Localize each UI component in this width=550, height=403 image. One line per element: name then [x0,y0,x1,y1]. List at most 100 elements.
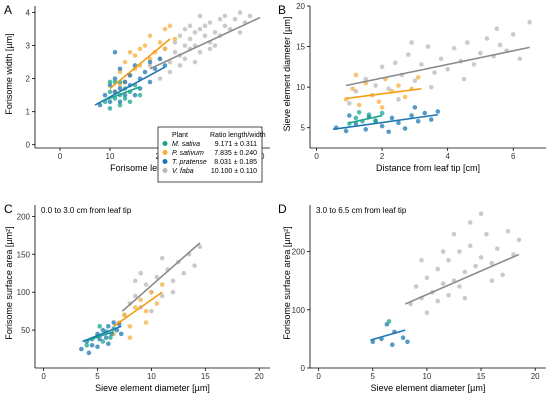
point-v-faba [222,23,228,29]
legend: Plant Ratio length/width M. sativa 9.171 … [157,126,266,183]
point-v-faba [424,275,430,281]
point-p-sativum [132,305,138,310]
y-tick-label: 0 [301,364,306,373]
point-p-sativum [143,320,149,325]
point-m-sativa [379,110,385,116]
point-t-pratense [112,49,118,55]
point-t-pratense [86,350,92,356]
panel-c: C 0.0 to 3.0 cm from leaf tip 0 5 10 15 20 50 10… [4,202,270,393]
point-v-faba [500,272,505,278]
point-v-faba [396,97,401,102]
legend-marker-p-sativum [162,150,168,155]
fit-line-m-sativa [349,114,383,124]
panel-b: B 0 2 4 6 5 10 15 20 Distance from leaf tip [cm] S… [278,2,546,173]
point-t-pratense [95,344,100,350]
point-m-sativa [84,342,90,348]
point-v-faba [446,258,451,263]
y-tick-label: 200 [17,212,31,221]
point-v-faba [170,289,176,295]
fit-line-t-pratense [82,325,122,343]
fit-line-t-pratense [332,113,438,131]
point-v-faba [473,263,478,269]
legend-box [157,126,263,183]
point-v-faba [222,13,228,19]
point-v-faba [182,56,188,62]
fit-line-p-sativum [345,87,422,100]
point-t-pratense [132,92,138,98]
point-p-sativum [122,59,128,65]
legend-marker-t-pratense [162,159,168,164]
point-t-pratense [103,335,109,340]
point-v-faba [505,228,511,234]
point-v-faba [440,249,446,254]
point-v-faba [192,30,198,35]
point-t-pratense [117,66,123,72]
point-v-faba [373,83,378,88]
legend-ratio: 9.171 ± 0.311 [215,141,257,148]
point-t-pratense [142,69,148,75]
point-m-sativa [356,109,362,115]
point-v-faba [428,84,434,90]
point-t-pratense [106,324,111,329]
panel-note: 3.0 to 6.5 cm from leaf tip [316,206,407,215]
point-v-faba [412,78,418,83]
y-axis-title: Forisome width [µm] [4,33,14,114]
x-tick-label: 5 [371,372,376,381]
point-t-pratense [162,63,168,68]
x-tick-label: 5 [95,372,100,381]
point-v-faba [413,284,419,289]
point-v-faba [147,63,153,68]
point-m-sativa [107,106,113,111]
point-p-sativum [376,99,382,105]
point-v-faba [451,45,457,51]
point-v-faba [484,231,489,237]
fit-line-m-sativa [86,330,114,342]
point-v-faba [187,36,193,42]
x-tick-label: 4 [445,152,450,161]
point-p-sativum [147,33,153,39]
x-tick-label: 2 [380,152,385,161]
y-tick-label: 5 [301,124,306,133]
point-t-pratense [402,126,408,131]
point-p-sativum [167,23,173,29]
plot-area [332,19,532,135]
y-tick-label: 10 [296,83,305,92]
point-v-faba [451,231,457,237]
point-v-faba [478,211,484,217]
point-v-faba [435,266,441,272]
point-t-pratense [117,99,123,105]
point-t-pratense [386,129,391,135]
point-m-sativa [97,324,102,329]
point-m-sativa [117,102,123,108]
point-v-faba [187,23,193,29]
legend-species: P. sativum [172,150,204,157]
x-axis-title: Forisome length [µm] [110,163,195,173]
point-v-faba [182,26,188,32]
point-v-faba [197,13,203,19]
point-t-pratense [389,115,395,121]
point-v-faba [197,244,203,249]
point-v-faba [425,44,431,49]
point-p-sativum [379,105,385,110]
point-v-faba [478,255,484,260]
point-p-sativum [353,72,359,78]
x-tick-label: 0 [314,152,319,161]
legend-marker-m-sativa [162,141,168,146]
point-p-sativum [137,46,143,52]
y-axis-title: Forisome surface area [µm²] [4,226,14,339]
point-t-pratense [405,339,410,345]
y-tick-label: 100 [17,288,31,297]
point-p-sativum [122,312,127,318]
point-t-pratense [157,56,163,62]
legend-species: T. pratense [172,159,207,166]
point-t-pratense [422,110,428,116]
point-p-sativum [143,308,149,314]
plot-area [94,10,261,111]
point-t-pratense [79,346,84,352]
point-v-faba [192,263,197,268]
point-v-faba [424,310,430,315]
point-m-sativa [108,335,113,340]
point-v-faba [527,19,532,25]
point-v-faba [347,101,352,106]
x-tick-label: 20 [531,372,540,381]
